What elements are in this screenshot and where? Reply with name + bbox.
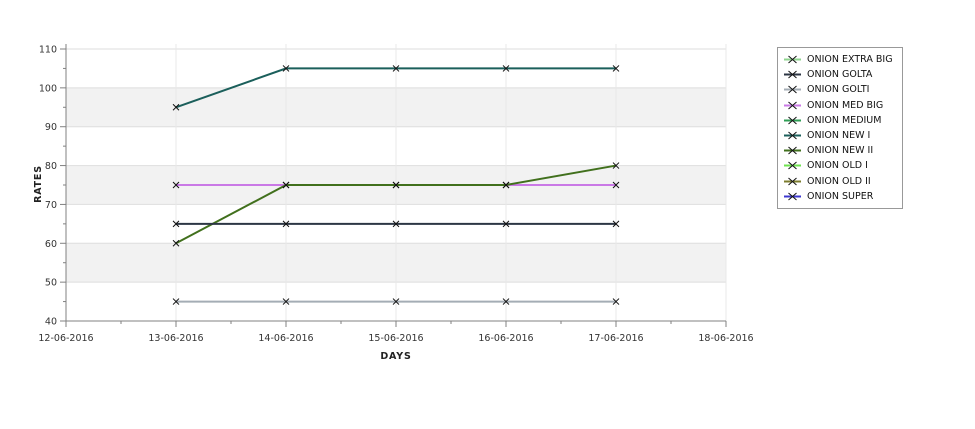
data-point-marker (392, 181, 400, 189)
legend-item-label: ONION MED BIG (807, 99, 884, 111)
legend-item: ONION OLD II (784, 174, 893, 189)
x-tick-label: 14-06-2016 (258, 333, 313, 344)
data-point-marker (172, 298, 180, 305)
legend-item-label: ONION GOLTA (807, 69, 873, 81)
y-tick-label: 40 (45, 317, 57, 328)
data-point-marker (282, 65, 290, 72)
data-point-marker (172, 181, 180, 189)
y-tick-label: 90 (45, 122, 57, 133)
data-point-marker (502, 298, 510, 305)
legend-item: ONION NEW I (784, 128, 893, 143)
y-tick-label: 100 (39, 83, 57, 94)
legend-line-marker-icon (784, 192, 801, 201)
x-tick-label: 15-06-2016 (368, 333, 423, 344)
data-point-marker (612, 162, 620, 169)
y-tick-label: 80 (45, 161, 57, 172)
legend-item-label: ONION EXTRA BIG (807, 54, 893, 66)
data-point-marker (392, 220, 400, 228)
data-point-marker (612, 298, 620, 305)
data-point-marker (172, 220, 180, 228)
data-point-marker (502, 220, 510, 228)
legend-item: ONION MED BIG (784, 98, 893, 113)
data-point-marker (392, 65, 400, 72)
legend-line-marker-icon (784, 177, 801, 185)
legend-item: ONION OLD I (784, 158, 893, 173)
legend-item: ONION NEW II (784, 143, 893, 158)
y-tick-label: 60 (45, 239, 57, 250)
data-point-marker (612, 65, 620, 72)
legend-line-marker-icon (784, 101, 801, 110)
y-tick-label: 50 (45, 278, 57, 289)
x-tick-label: 18-06-2016 (698, 333, 753, 344)
data-point-marker (612, 181, 620, 189)
y-axis-title: RATES (33, 165, 44, 203)
legend-item-label: ONION SUPER (807, 190, 874, 202)
legend-line-marker-icon (784, 146, 801, 155)
data-point-marker (392, 298, 400, 305)
legend-item: ONION MEDIUM (784, 113, 893, 128)
legend-item-label: ONION NEW I (807, 130, 871, 142)
x-tick-label: 13-06-2016 (148, 333, 203, 344)
legend-item-label: ONION OLD I (807, 160, 868, 172)
legend: ONION EXTRA BIG ONION GOLTA ONION GOLTI ONI… (777, 47, 903, 209)
x-tick-label: 12-06-2016 (38, 333, 93, 344)
data-point-marker (282, 298, 290, 305)
y-tick-label: 70 (45, 200, 57, 211)
legend-item: ONION GOLTI (784, 82, 893, 97)
data-point-marker (282, 181, 290, 189)
data-point-marker (172, 239, 180, 247)
legend-line-marker-icon (784, 116, 801, 125)
legend-item-label: ONION NEW II (807, 145, 874, 157)
x-tick-label: 17-06-2016 (588, 333, 643, 344)
legend-item-label: ONION MEDIUM (807, 114, 882, 126)
data-point-marker (282, 220, 290, 228)
legend-item: ONION GOLTA (784, 67, 893, 82)
legend-item: ONION EXTRA BIG (784, 52, 893, 67)
legend-line-marker-icon (784, 55, 801, 64)
data-point-marker (612, 220, 620, 228)
y-tick-label: 110 (39, 45, 57, 56)
legend-item-label: ONION GOLTI (807, 84, 870, 96)
legend-item: ONION SUPER (784, 189, 893, 204)
x-axis-title: DAYS (380, 351, 412, 362)
legend-line-marker-icon (784, 162, 801, 170)
legend-item-label: ONION OLD II (807, 175, 871, 187)
data-point-marker (502, 65, 510, 72)
legend-line-marker-icon (784, 131, 801, 140)
data-point-marker (502, 181, 510, 189)
x-tick-label: 16-06-2016 (478, 333, 533, 344)
legend-line-marker-icon (784, 70, 801, 79)
data-point-marker (172, 103, 180, 111)
legend-line-marker-icon (784, 86, 801, 94)
